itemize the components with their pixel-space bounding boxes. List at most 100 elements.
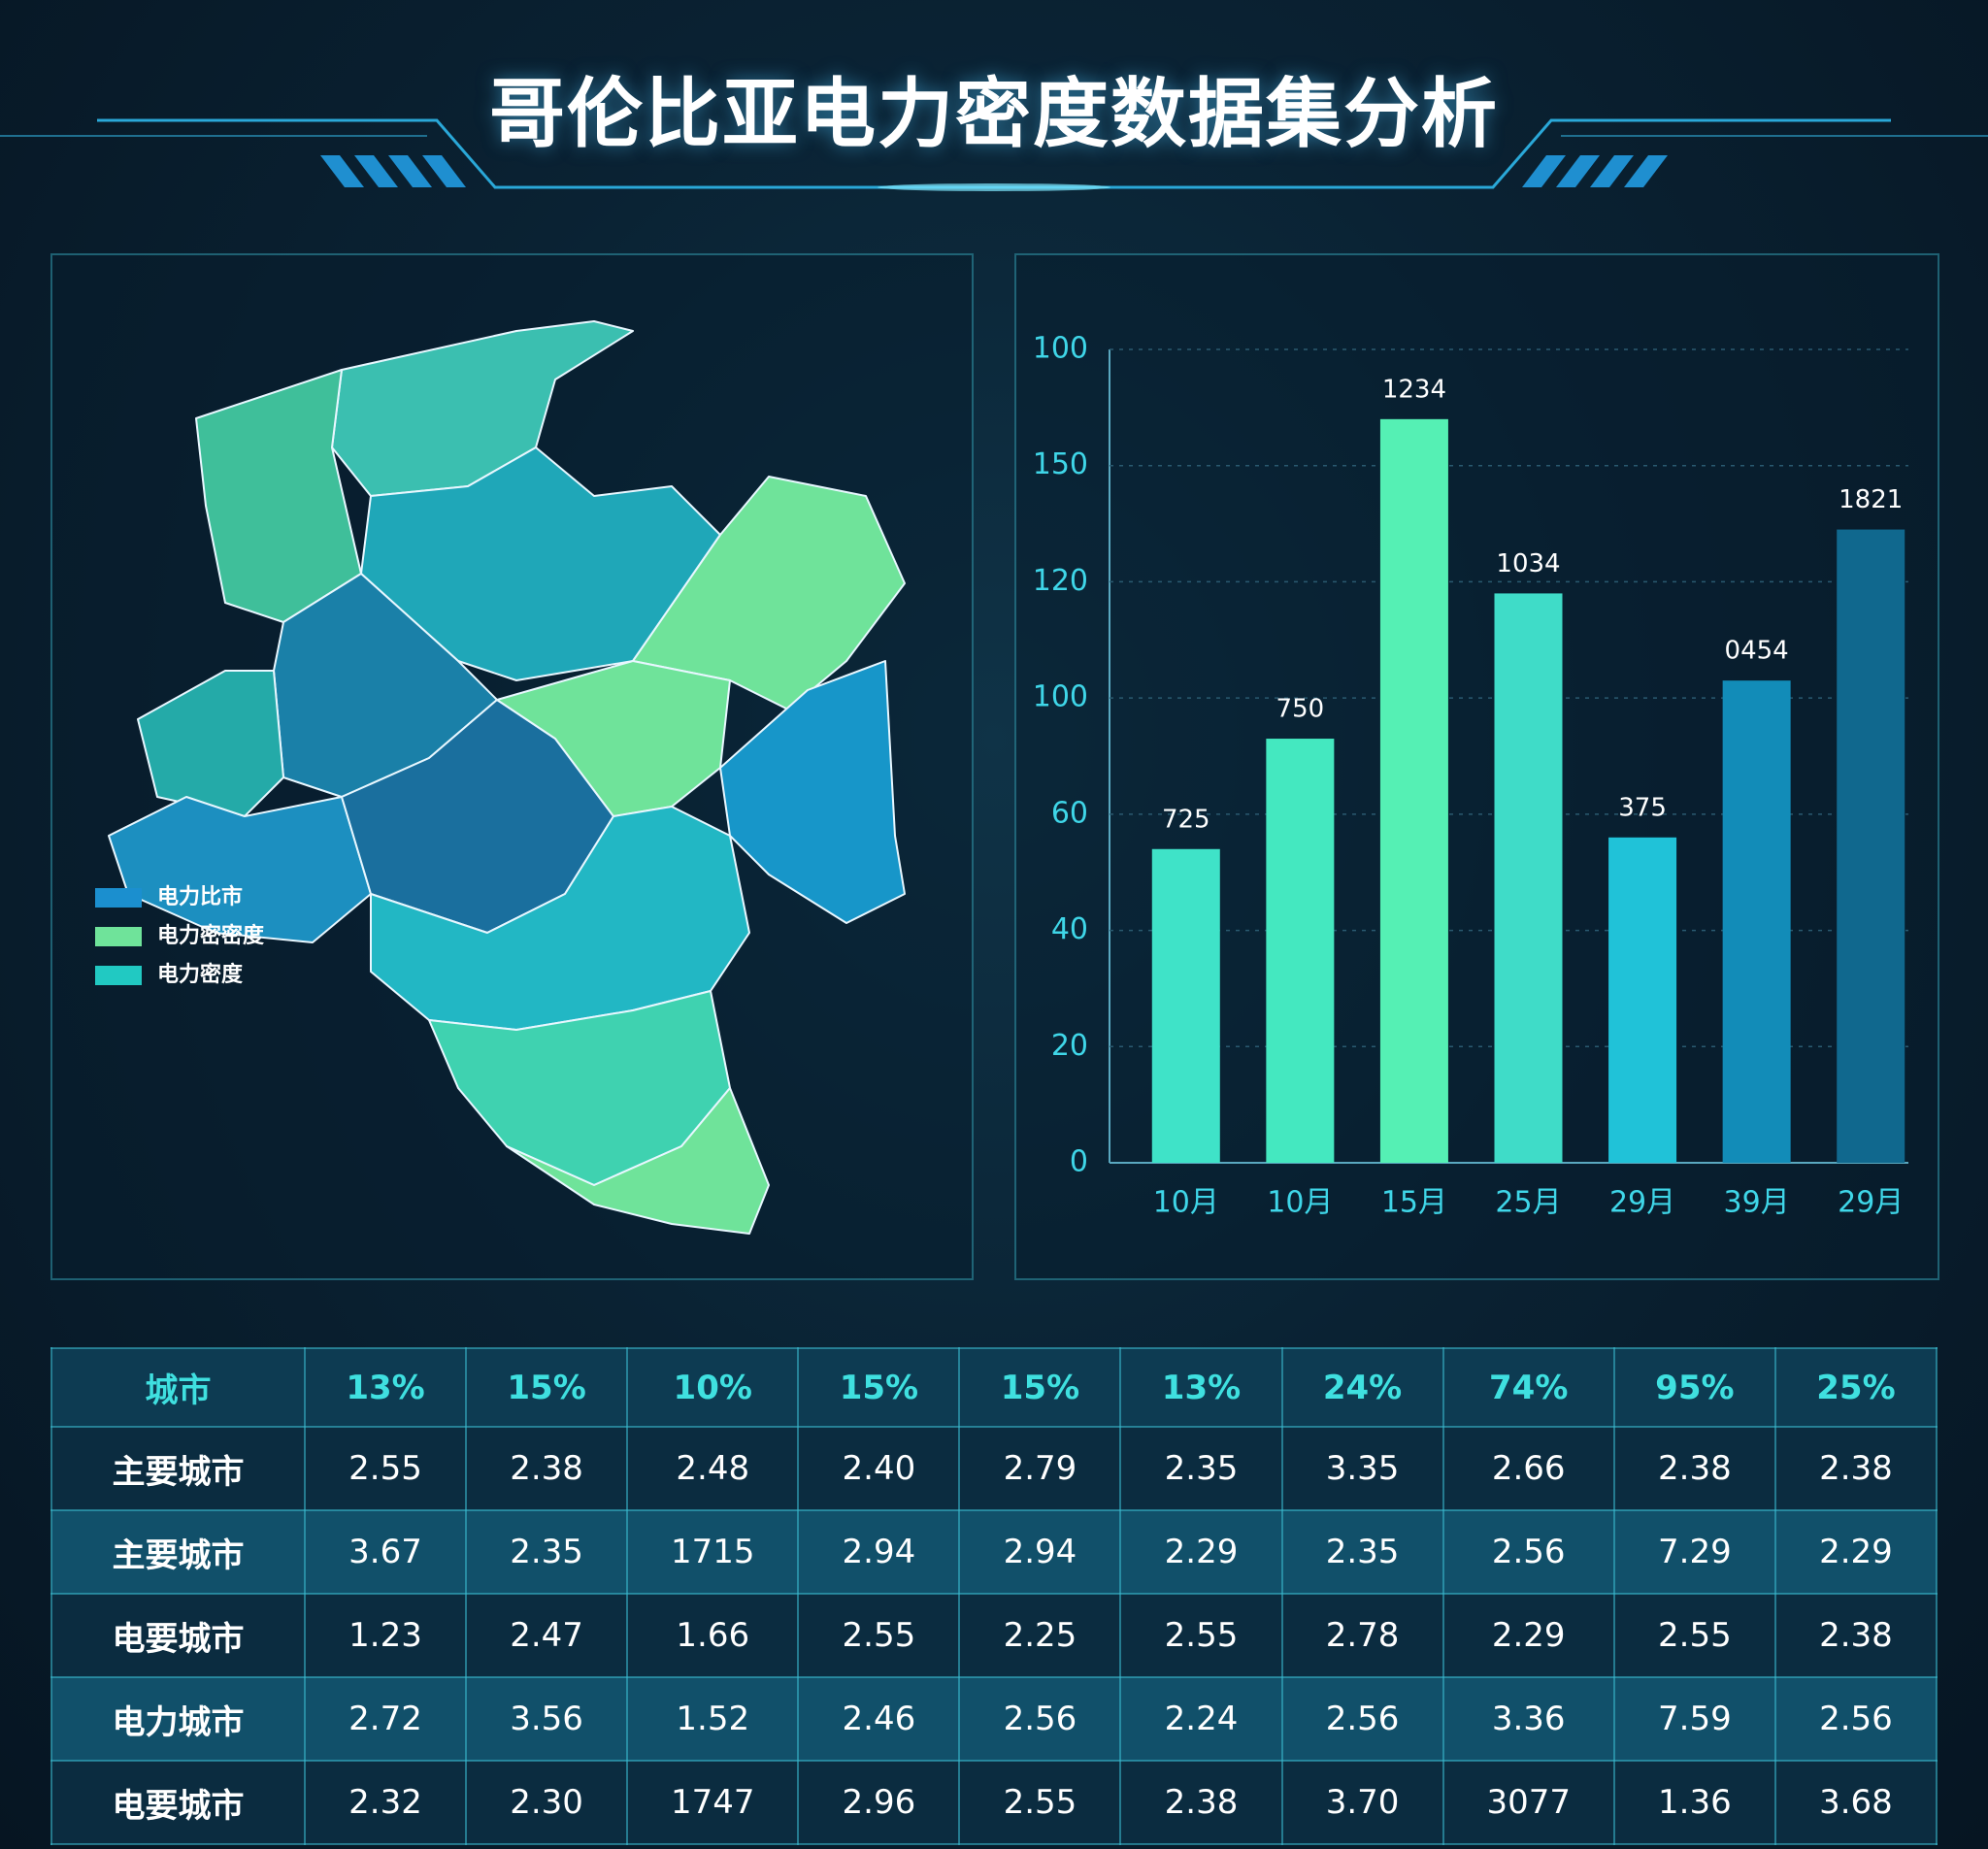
table-cell: 95% — [1612, 1347, 1776, 1428]
table-cell: 2.35 — [1280, 1509, 1444, 1595]
table-cell: 3.36 — [1441, 1676, 1615, 1762]
y-tick-label: 120 — [1033, 564, 1088, 598]
table-cell: 2.29 — [1773, 1509, 1938, 1595]
table-cell: 2.56 — [958, 1676, 1122, 1762]
table-cell: 2.35 — [1119, 1426, 1283, 1511]
table-cell: 2.38 — [1119, 1760, 1283, 1845]
table-cell: 2.38 — [1773, 1593, 1938, 1678]
y-tick-label: 100 — [1033, 680, 1088, 714]
table-cell: 主要城市 — [50, 1509, 306, 1595]
table-cell: 3.56 — [465, 1676, 629, 1762]
table-cell: 2.56 — [1280, 1676, 1444, 1762]
table-cell: 7.59 — [1612, 1676, 1776, 1762]
table-cell: 2.38 — [465, 1426, 629, 1511]
table-cell: 2.38 — [1773, 1426, 1938, 1511]
legend-swatch — [95, 966, 142, 985]
x-tick-label: 15月 — [1381, 1186, 1447, 1220]
bar-annotation: 725 — [1162, 805, 1210, 834]
table-cell: 2.96 — [797, 1760, 961, 1845]
bar — [1837, 529, 1905, 1163]
table-cell: 2.78 — [1280, 1593, 1444, 1678]
title: 哥伦比亚电力密度数据集分析 — [488, 71, 1499, 158]
header-decoration — [0, 118, 1988, 191]
x-tick-label: 10月 — [1267, 1186, 1333, 1220]
bar — [1608, 837, 1677, 1163]
table-row: 主要城市 2.55 2.38 2.48 2.40 2.79 2.35 3.35 2.66 2.38… — [50, 1426, 1938, 1511]
y-tick-label: 40 — [1051, 912, 1088, 946]
table-cell: 2.29 — [1441, 1593, 1615, 1678]
bar — [1151, 848, 1220, 1163]
table-row: 电力城市 2.72 3.56 1.52 2.46 2.56 2.24 2.56 3.36 7.59… — [50, 1676, 1938, 1762]
table-cell: 1.23 — [303, 1593, 468, 1678]
table-cell: 电要城市 — [50, 1760, 306, 1845]
table-row: 电要城市 1.23 2.47 1.66 2.55 2.25 2.55 2.78 2.29 2.55… — [50, 1593, 1938, 1678]
table-cell: 2.30 — [465, 1760, 629, 1845]
table-cell: 电要城市 — [50, 1593, 306, 1678]
table-cell: 2.29 — [1119, 1509, 1283, 1595]
table-cell: 2.55 — [797, 1593, 961, 1678]
table-row: 城市 13% 15% 10% 15% 15% 13% 24% 74% 95% 25% — [50, 1347, 1938, 1428]
table-cell: 2.55 — [958, 1760, 1122, 1845]
table-cell: 3.35 — [1280, 1426, 1444, 1511]
table-cell: 2.66 — [1441, 1426, 1615, 1511]
x-tick-label: 29月 — [1609, 1186, 1675, 1220]
table-cell: 24% — [1280, 1347, 1444, 1428]
table-cell: 1.52 — [626, 1676, 800, 1762]
bar-annotation: 1034 — [1496, 549, 1560, 578]
table-row: 电要城市 2.32 2.30 1747 2.96 2.55 2.38 3.70 3077 1.36… — [50, 1760, 1938, 1845]
table-cell: 2.56 — [1441, 1509, 1615, 1595]
table-cell: 2.25 — [958, 1593, 1122, 1678]
table-cell: 2.55 — [1119, 1593, 1283, 1678]
bar-annotation: 1234 — [1382, 375, 1446, 404]
table-cell: 2.72 — [303, 1676, 468, 1762]
y-tick-label: 100 — [1033, 332, 1088, 366]
table-cell: 城市 — [50, 1347, 306, 1428]
table-cell: 2.48 — [626, 1426, 800, 1511]
table-cell: 2.55 — [303, 1426, 468, 1511]
bar-annotation: 375 — [1618, 793, 1667, 822]
table-row: 主要城市 3.67 2.35 1715 2.94 2.94 2.29 2.35 2.56 7.29… — [50, 1509, 1938, 1595]
y-tick-label: 60 — [1051, 796, 1088, 830]
table-cell: 15% — [958, 1347, 1122, 1428]
table-cell: 2.35 — [465, 1509, 629, 1595]
legend-swatch — [95, 888, 142, 908]
table-cell: 10% — [626, 1347, 800, 1428]
table-cell: 1.66 — [626, 1593, 800, 1678]
table-cell: 7.29 — [1612, 1509, 1776, 1595]
bar — [1266, 739, 1335, 1163]
x-tick-label: 25月 — [1495, 1186, 1561, 1220]
bar — [1494, 593, 1563, 1163]
bar-annotation: 1821 — [1839, 485, 1903, 514]
legend-label: 电力密度 — [157, 962, 244, 987]
y-tick-label: 150 — [1033, 447, 1088, 481]
table-cell: 1715 — [626, 1509, 800, 1595]
table-cell: 2.56 — [1773, 1676, 1938, 1762]
legend-swatch — [95, 927, 142, 946]
x-tick-label: 10月 — [1153, 1186, 1219, 1220]
table-cell: 25% — [1773, 1347, 1938, 1428]
y-tick-label: 20 — [1051, 1029, 1088, 1063]
table-cell: 2.94 — [797, 1509, 961, 1595]
table-cell: 3.70 — [1280, 1760, 1444, 1845]
table-cell: 3.68 — [1773, 1760, 1938, 1845]
table-cell: 电力城市 — [50, 1676, 306, 1762]
bar-annotation: 750 — [1276, 695, 1325, 724]
data-table: 城市 13% 15% 10% 15% 15% 13% 24% 74% 95% 25% 主要城市 2.55… — [50, 1347, 1938, 1845]
legend-label: 电力比市 — [157, 884, 243, 909]
table-cell: 15% — [797, 1347, 961, 1428]
x-tick-label: 29月 — [1838, 1186, 1904, 1220]
table-cell: 主要城市 — [50, 1426, 306, 1511]
table-cell: 2.79 — [958, 1426, 1122, 1511]
legend-label: 电力密密度 — [157, 923, 265, 948]
table-cell: 2.46 — [797, 1676, 961, 1762]
table-cell: 15% — [465, 1347, 629, 1428]
bar-chart: 0 20 40 60 100 120 150 100 725 10月 750 10月 1234 15月 10… — [1033, 332, 1908, 1220]
table-cell: 2.55 — [1612, 1593, 1776, 1678]
x-tick-label: 39月 — [1724, 1186, 1790, 1220]
table-cell: 2.32 — [303, 1760, 468, 1845]
table-cell: 1747 — [626, 1760, 800, 1845]
table-cell: 2.40 — [797, 1426, 961, 1511]
table-cell: 13% — [1119, 1347, 1283, 1428]
